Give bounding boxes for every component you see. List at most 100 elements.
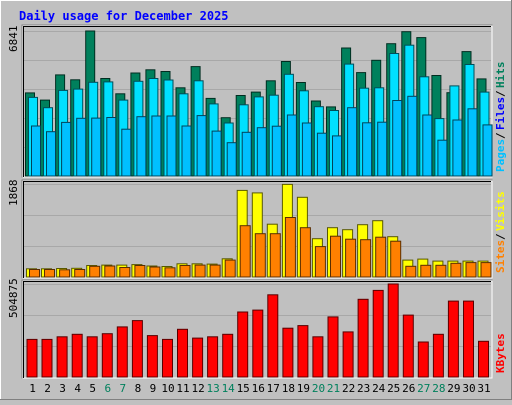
legend-label-kbytes: KBytes <box>494 333 507 373</box>
sites-bar-day-30: Sites 30: 290 <box>465 262 477 278</box>
pages-bar-day-26: Pages 26: 3760 <box>407 95 418 177</box>
pages-bar-day-19: Pages 19: 2500 <box>301 122 312 177</box>
sites-bar-day-9: Sites 9: 200 <box>149 266 161 278</box>
legend-separator: / <box>494 233 507 240</box>
pages-bar-day-20: Pages 20: 2020 <box>316 132 327 177</box>
hits-files-pages-legend: Pages/Files/Hits <box>494 62 507 173</box>
hits-ymax-label: 6841 <box>7 26 20 53</box>
sites-bar-day-18: Sites 18: 1195 <box>284 217 296 278</box>
kbytes-bar-day-11: KBytes 11: 259000 <box>177 328 188 378</box>
legend-label-pages: Pages <box>494 139 507 172</box>
day-label-17: 17 <box>267 382 280 395</box>
pages-bar-day-28: Pages 28: 1690 <box>437 139 448 177</box>
day-label-16: 16 <box>252 382 265 395</box>
kbytes-bar-day-14: KBytes 14: 232000 <box>222 333 234 378</box>
sites-bar-day-17: Sites 17: 870 <box>269 233 281 278</box>
sites-bar-day-25: Sites 25: 720 <box>390 240 402 278</box>
sites-bar-day-26: Sites 26: 215 <box>405 265 417 278</box>
pages-bar-day-13: Pages 13: 2120 <box>211 130 222 177</box>
kbytes-bar-day-29: KBytes 29: 412000 <box>447 300 459 378</box>
day-label-7: 7 <box>119 382 126 395</box>
pages-bar-day-8: Pages 8: 2800 <box>136 116 147 177</box>
pages-bar-day-7: Pages 7: 2210 <box>121 128 132 177</box>
sites-bar-day-20: Sites 20: 610 <box>314 246 326 278</box>
kbytes-bar-day-25: KBytes 25: 504875 <box>387 283 399 378</box>
legend-separator: / <box>494 132 507 139</box>
kbytes-bars: KBytes 1: 204000KBytes 2: 204000KBytes 3… <box>26 283 489 378</box>
kbytes-bar-day-8: KBytes 8: 306000 <box>131 320 143 378</box>
pages-bar-day-2: Pages 2: 2090 <box>46 131 56 177</box>
sites-bar-day-28: Sites 28: 235 <box>435 264 447 278</box>
kbytes-bar-day-4: KBytes 4: 232000 <box>71 333 83 378</box>
kbytes-legend: KBytes <box>494 333 507 373</box>
pages-bar-day-12: Pages 12: 2850 <box>196 115 207 177</box>
pages-bar-day-5: Pages 5: 2730 <box>91 117 102 177</box>
kbytes-bar-day-1: KBytes 1: 204000 <box>26 338 38 378</box>
sites-bar-day-19: Sites 19: 990 <box>299 227 311 278</box>
pages-bar-day-6: Pages 6: 2760 <box>106 117 117 177</box>
pages-bar-day-11: Pages 11: 2360 <box>181 125 192 177</box>
sites-bar-day-31: Sites 31: 290 <box>480 262 492 278</box>
pages-bar-day-22: Pages 22: 3220 <box>347 107 358 177</box>
pages-bar-day-14: Pages 14: 1570 <box>226 142 237 177</box>
pages-bar-day-23: Pages 23: 2510 <box>362 122 373 177</box>
kbytes-bar-day-26: KBytes 26: 336000 <box>402 314 414 378</box>
pages-bar-day-10: Pages 10: 2830 <box>166 115 177 177</box>
day-axis-labels: 1 2 3 4 5 6 7 8 9 10 11 12 13 14 15 16 17 18 19 20 21 22 23 24 2… <box>29 382 490 395</box>
sites-bar-day-7: Sites 7: 190 <box>119 267 131 278</box>
day-label-21: 21 <box>327 382 340 395</box>
day-label-25: 25 <box>387 382 400 395</box>
kbytes-bar-day-30: KBytes 30: 412000 <box>463 300 474 378</box>
hits-files-pages-bars: Hits 1: 3920Hits 2: 3580Hits 3: 4770Hits… <box>25 30 493 177</box>
sites-bar-day-21: Sites 21: 820 <box>330 235 341 278</box>
pages-bar-day-18: Pages 18: 2880 <box>286 114 297 177</box>
kbytes-bar-day-10: KBytes 10: 204000 <box>162 338 173 378</box>
kbytes-bar-day-20: KBytes 20: 218000 <box>312 336 324 378</box>
sites-bar-day-11: Sites 11: 230 <box>179 265 191 278</box>
day-label-2: 2 <box>44 382 51 395</box>
pages-bar-day-16: Pages 16: 2280 <box>256 127 267 177</box>
sites-bar-day-8: Sites 8: 230 <box>134 265 146 278</box>
kbytes-bar-day-27: KBytes 27: 190000 <box>417 341 429 378</box>
day-label-12: 12 <box>191 382 204 395</box>
sites-bar-day-27: Sites 27: 235 <box>420 264 432 278</box>
pages-bar-day-17: Pages 17: 2350 <box>271 125 282 177</box>
day-label-23: 23 <box>357 382 370 395</box>
pages-bar-day-29: Pages 29: 2640 <box>452 119 463 177</box>
pages-bar-day-31: Pages 31: 2410 <box>482 124 493 177</box>
kbytes-bar-day-18: KBytes 18: 265000 <box>282 327 294 378</box>
legend-separator: / <box>494 90 507 97</box>
kbytes-panel: KBytes 1: 204000KBytes 2: 204000KBytes 3… <box>7 278 507 379</box>
kbytes-bar-day-24: KBytes 24: 470000 <box>372 289 384 378</box>
kbytes-bar-day-6: KBytes 6: 235000 <box>101 333 113 378</box>
day-label-20: 20 <box>312 382 325 395</box>
day-label-11: 11 <box>176 382 189 395</box>
day-label-26: 26 <box>402 382 415 395</box>
pages-bar-day-24: Pages 24: 2540 <box>377 121 388 177</box>
day-label-8: 8 <box>135 382 142 395</box>
day-label-13: 13 <box>206 382 219 395</box>
kbytes-bar-day-5: KBytes 5: 218000 <box>86 336 98 378</box>
sites-bar-day-6: Sites 6: 220 <box>104 265 116 278</box>
sites-bar-day-15: Sites 15: 1030 <box>239 225 251 278</box>
sites-bar-day-24: Sites 24: 800 <box>375 236 387 278</box>
kbytes-bar-day-7: KBytes 7: 272000 <box>116 326 128 378</box>
day-label-30: 30 <box>462 382 475 395</box>
sites-ymax-label: 1868 <box>7 180 20 207</box>
kbytes-bar-day-15: KBytes 15: 353000 <box>237 311 249 378</box>
day-label-5: 5 <box>89 382 96 395</box>
day-label-27: 27 <box>417 382 430 395</box>
sites-bar-day-3: Sites 3: 145 <box>59 269 71 278</box>
pages-bar-day-1: Pages 1: 2360 <box>31 125 41 177</box>
pages-bar-day-27: Pages 27: 2880 <box>422 114 433 177</box>
kbytes-ymax-label: 504875 <box>7 278 20 318</box>
day-label-4: 4 <box>74 382 81 395</box>
sites-bar-day-10: Sites 10: 185 <box>164 267 176 278</box>
kbytes-bar-day-13: KBytes 13: 218000 <box>207 336 219 378</box>
sites-bar-day-1: Sites 1: 150 <box>29 269 40 278</box>
kbytes-bar-day-31: KBytes 31: 194000 <box>478 340 489 378</box>
kbytes-bar-day-22: KBytes 22: 245000 <box>342 331 354 378</box>
kbytes-bar-day-3: KBytes 3: 218000 <box>56 336 68 378</box>
